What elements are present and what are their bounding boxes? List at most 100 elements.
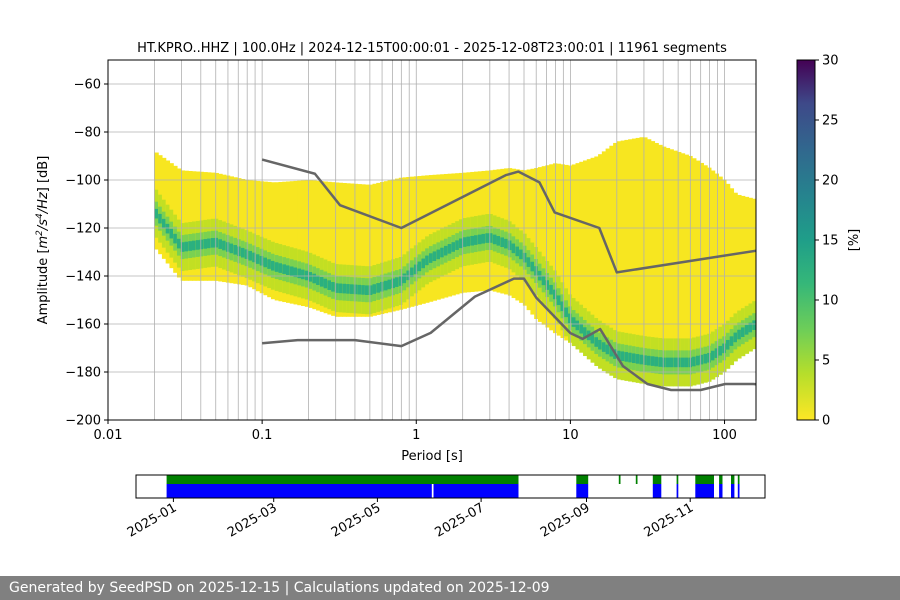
density-column xyxy=(274,182,280,301)
date-tick-label: 2025-07 xyxy=(433,500,488,540)
density-column xyxy=(737,194,742,342)
density-column xyxy=(575,163,580,347)
density-band-core xyxy=(560,301,565,312)
x-tick-label: 0.1 xyxy=(252,428,273,443)
y-tick-label: −120 xyxy=(65,222,101,237)
density-column xyxy=(293,180,298,305)
x-tick-label: 100 xyxy=(712,428,737,443)
colorbar: 0 5 10 15 20 25 30 [%] xyxy=(796,54,862,429)
density-column xyxy=(583,160,588,351)
density-column xyxy=(316,180,321,311)
density-column xyxy=(594,156,599,357)
density-band-core xyxy=(203,239,208,249)
density-band-core xyxy=(646,355,652,366)
density-column xyxy=(560,164,565,339)
density-column xyxy=(319,181,325,312)
density-band-core xyxy=(744,325,750,335)
footer: Generated by SeedPSD on 2025-12-15 | Cal… xyxy=(0,576,900,600)
density-band-core xyxy=(549,284,554,295)
density-column xyxy=(331,182,336,316)
colorbar-tick-label: 30 xyxy=(822,54,839,69)
density-band-core xyxy=(601,342,607,352)
colorbar-gradient xyxy=(796,59,816,421)
density-band-core xyxy=(331,282,336,292)
y-axis-label-part: 2 xyxy=(35,230,45,236)
density-band-core xyxy=(695,355,701,366)
colorbar-label: [%] xyxy=(847,229,862,252)
density-band-core xyxy=(316,275,321,285)
density-band-core xyxy=(282,264,287,274)
density-band-core xyxy=(631,353,637,364)
density-band-core xyxy=(665,357,671,368)
density-band-core xyxy=(519,249,524,260)
density-band-core xyxy=(176,238,182,249)
density-column xyxy=(643,137,648,365)
density-band-core xyxy=(654,356,659,367)
density-column xyxy=(620,140,625,363)
density-band-core xyxy=(289,266,295,277)
density-band-core xyxy=(474,235,479,245)
density-band-core xyxy=(368,285,374,295)
density-column xyxy=(549,164,554,331)
density-column xyxy=(278,181,283,302)
density-band-core xyxy=(428,253,434,263)
availability-date-ticks: 2025-01 2025-03 2025-05 2025-07 2025-09 2025-… xyxy=(125,498,696,541)
density-column xyxy=(417,176,422,305)
density-column xyxy=(605,148,610,361)
density-band-core xyxy=(410,267,415,278)
y-tick-label: −80 xyxy=(74,126,101,141)
density-column xyxy=(665,147,671,368)
grid xyxy=(108,60,756,420)
density-band-core xyxy=(312,273,317,284)
processed-availability-bar xyxy=(719,484,723,498)
density-band-core xyxy=(319,277,325,287)
processed-availability-bar xyxy=(433,484,519,498)
high-noise-model-line xyxy=(261,158,756,274)
density-column xyxy=(613,142,618,362)
density-column xyxy=(556,163,562,336)
density-column xyxy=(733,192,738,345)
density-band-core xyxy=(304,270,310,281)
density-band-core xyxy=(737,329,742,340)
density-column xyxy=(744,196,750,336)
density-band-core xyxy=(714,348,719,358)
y-axis-label-part: /Hz xyxy=(36,191,51,214)
density-band-core xyxy=(421,258,426,269)
density-column xyxy=(372,183,377,316)
density-column xyxy=(725,183,731,351)
density-column xyxy=(658,144,663,367)
density-column xyxy=(391,179,396,312)
density-column xyxy=(579,161,584,349)
density-band-core xyxy=(210,238,216,248)
density-band-core xyxy=(684,357,689,368)
plot-area: 0.01 0.1 1 10 100 −200 −180 −160 −140 −120 −100 −8… xyxy=(65,59,757,443)
density-band-core xyxy=(496,236,501,246)
density-band-core xyxy=(643,355,648,365)
colorbar-tick-label: 20 xyxy=(822,174,839,189)
density-band-core xyxy=(545,280,550,290)
density-band-core xyxy=(199,239,204,250)
density-column xyxy=(662,146,667,368)
density-band-core xyxy=(395,277,400,287)
density-column xyxy=(346,183,351,317)
density-band-core xyxy=(342,283,347,294)
density-band-core xyxy=(526,257,531,267)
processed-availability-bar xyxy=(676,484,679,498)
density-band-core xyxy=(248,250,253,261)
processed-availability-bar xyxy=(576,484,589,498)
density-column xyxy=(364,184,370,317)
density-column xyxy=(323,181,328,314)
density-band-core xyxy=(575,320,580,331)
density-band-core xyxy=(455,240,460,250)
density-column xyxy=(646,139,652,366)
density-band-core xyxy=(417,261,422,272)
density-band-core xyxy=(530,261,535,272)
density-column xyxy=(361,184,366,317)
density-column xyxy=(395,178,400,311)
processed-availability-bar xyxy=(166,484,432,498)
density-column xyxy=(289,181,295,304)
density-band-core xyxy=(274,262,280,272)
density-column xyxy=(301,180,306,307)
density-column xyxy=(327,181,332,315)
density-band-core xyxy=(218,239,223,249)
